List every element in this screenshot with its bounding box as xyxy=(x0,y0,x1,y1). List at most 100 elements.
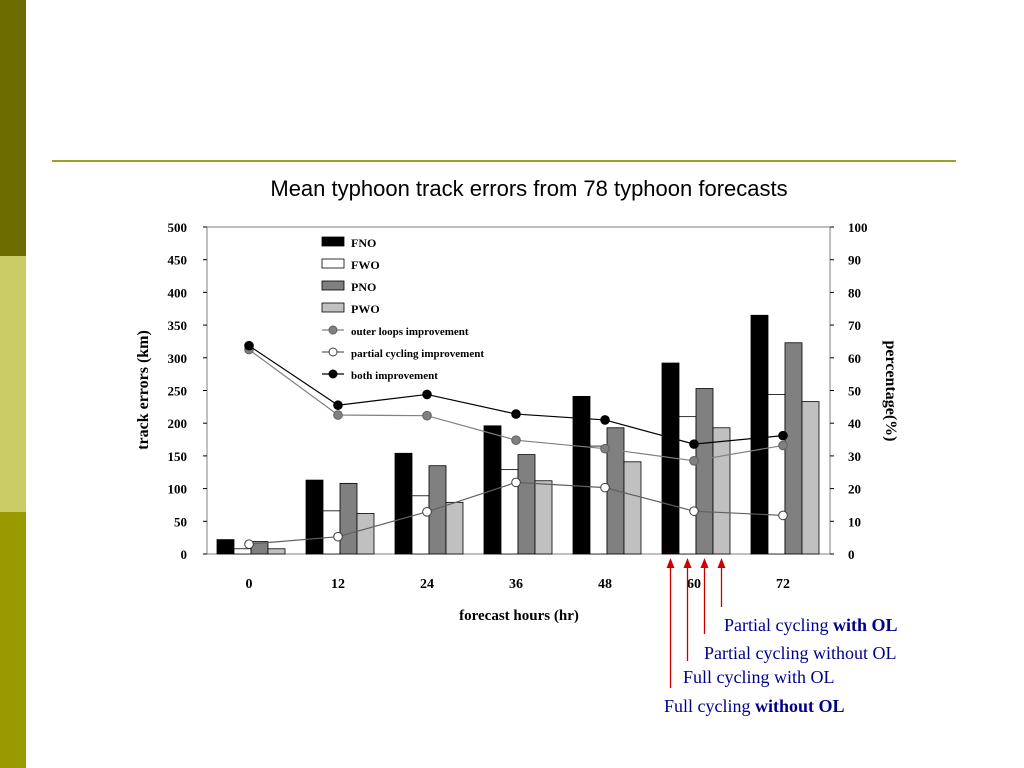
x-tick-label: 0 xyxy=(246,577,253,592)
y2-tick-label: 100 xyxy=(848,220,868,235)
bar-pwo-24 xyxy=(445,501,464,555)
bar-pno-36 xyxy=(517,454,536,555)
bar-pno-12 xyxy=(339,482,358,555)
annotation-label: Partial cycling without OL xyxy=(704,643,896,663)
bar-fwo-60 xyxy=(678,416,697,555)
x-axis-title: forecast hours (hr) xyxy=(459,608,579,624)
annotation-arrowhead-pwo xyxy=(717,558,726,568)
sidebar-segment-dark xyxy=(0,0,26,256)
bar-pno-72 xyxy=(784,342,803,555)
y2-tick-label: 40 xyxy=(848,416,861,431)
bar-fwo-48 xyxy=(589,445,608,555)
y-tick-label: 450 xyxy=(168,253,188,268)
bar-pwo-36 xyxy=(534,480,553,555)
sidebar-segment-mid xyxy=(0,512,26,768)
bar-pno-60 xyxy=(695,388,714,555)
y2-tick-label: 30 xyxy=(848,449,861,464)
y-tick-label: 300 xyxy=(168,351,188,366)
point-outer-loops-improvement-48 xyxy=(600,443,610,454)
bar-fno-0 xyxy=(216,539,235,555)
point-partial-cycling-improvement-60 xyxy=(689,506,699,516)
annotation-arrowhead-fwo xyxy=(683,558,692,568)
bar-pwo-60 xyxy=(712,427,731,555)
y2-axis-title: percentage(%) xyxy=(882,341,899,442)
y2-tick-label: 0 xyxy=(848,547,855,562)
legend-label: FWO xyxy=(351,258,380,272)
x-tick-label: 36 xyxy=(509,577,523,592)
bar-fno-48 xyxy=(572,395,591,555)
bar-fwo-24 xyxy=(411,495,430,555)
bar-pwo-72 xyxy=(801,401,820,555)
y-tick-label: 200 xyxy=(168,416,188,431)
y2-tick-label: 20 xyxy=(848,482,861,497)
bar-fwo-0 xyxy=(233,548,252,555)
y2-tick-label: 10 xyxy=(848,514,861,529)
point-both-improvement-48 xyxy=(600,415,610,425)
point-outer-loops-improvement-12 xyxy=(333,410,343,420)
annotation-label: Full cycling without OL xyxy=(664,696,845,716)
legend-swatch-fno xyxy=(321,236,345,247)
annotation-label: Partial cycling with OL xyxy=(724,615,897,635)
y-tick-label: 500 xyxy=(168,220,188,235)
y2-tick-label: 90 xyxy=(848,253,861,268)
bar-fno-12 xyxy=(305,479,324,555)
point-both-improvement-0 xyxy=(244,340,254,351)
legend-swatch-fwo xyxy=(321,258,345,269)
x-tick-label: 60 xyxy=(687,577,701,592)
y-tick-label: 400 xyxy=(168,285,188,300)
bar-fno-72 xyxy=(750,314,769,555)
bar-pwo-0 xyxy=(267,548,286,555)
annotation-arrowhead-fno xyxy=(666,558,675,568)
point-partial-cycling-improvement-48 xyxy=(600,482,610,493)
legend-label: PNO xyxy=(351,280,376,294)
y2-tick-label: 50 xyxy=(848,384,861,399)
y-tick-label: 100 xyxy=(168,482,188,497)
y2-tick-label: 80 xyxy=(848,285,861,300)
chart-title: Mean typhoon track errors from 78 typhoo… xyxy=(270,176,788,201)
point-outer-loops-improvement-36 xyxy=(511,435,521,446)
legend-marker-outer-loops-improvement xyxy=(328,325,338,335)
y-tick-label: 350 xyxy=(168,318,188,333)
x-tick-label: 24 xyxy=(420,577,434,592)
y-tick-label: 150 xyxy=(168,449,188,464)
bar-pwo-12 xyxy=(356,513,375,555)
point-both-improvement-60 xyxy=(689,439,699,449)
legend-swatch-pno xyxy=(321,280,345,291)
point-outer-loops-improvement-72 xyxy=(778,440,788,451)
legend-label: PWO xyxy=(351,302,380,316)
bar-fno-24 xyxy=(394,452,413,555)
legend-marker-partial-cycling-improvement xyxy=(328,347,338,357)
point-both-improvement-36 xyxy=(511,409,521,419)
x-tick-label: 48 xyxy=(598,577,612,592)
bar-pwo-48 xyxy=(623,461,642,555)
sidebar-segment-light xyxy=(0,256,26,512)
legend-label: partial cycling improvement xyxy=(351,348,484,360)
point-outer-loops-improvement-60 xyxy=(689,456,699,466)
point-partial-cycling-improvement-24 xyxy=(422,507,432,517)
annotation-label: Full cycling with OL xyxy=(683,667,835,687)
legend-swatch-pwo xyxy=(321,302,345,313)
bar-fwo-72 xyxy=(767,394,786,555)
y-axis-title: track errors (km) xyxy=(135,330,152,450)
point-both-improvement-72 xyxy=(778,430,788,441)
y-tick-label: 50 xyxy=(174,514,187,529)
y2-tick-label: 70 xyxy=(848,318,861,333)
y2-tick-label: 60 xyxy=(848,351,861,366)
point-partial-cycling-improvement-36 xyxy=(511,477,521,488)
title-rule xyxy=(52,160,956,162)
y-tick-label: 250 xyxy=(168,384,188,399)
point-partial-cycling-improvement-12 xyxy=(333,531,343,542)
point-partial-cycling-improvement-0 xyxy=(244,539,254,549)
point-both-improvement-24 xyxy=(422,389,432,400)
legend-label: FNO xyxy=(351,236,376,250)
legend-label: both improvement xyxy=(351,370,438,382)
point-outer-loops-improvement-24 xyxy=(422,410,432,421)
point-partial-cycling-improvement-72 xyxy=(778,510,788,521)
legend-marker-both-improvement xyxy=(328,369,338,379)
annotation-arrowhead-pno xyxy=(700,558,709,568)
x-tick-label: 12 xyxy=(331,577,345,592)
legend-label: outer loops improvement xyxy=(351,326,469,338)
x-tick-label: 72 xyxy=(776,577,790,592)
y-tick-label: 0 xyxy=(181,547,188,562)
